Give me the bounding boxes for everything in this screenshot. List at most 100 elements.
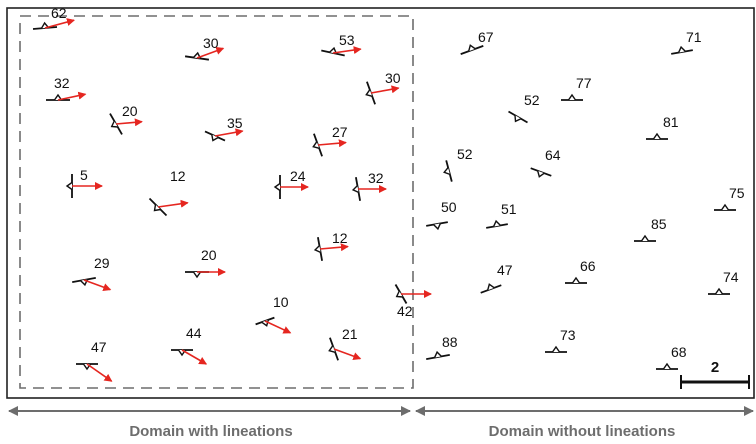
dip-label: 21 bbox=[342, 326, 358, 342]
dip-tick bbox=[433, 350, 442, 358]
lineation-arrow bbox=[115, 118, 143, 127]
foliation-symbol-with-lineation: 20 bbox=[109, 103, 143, 135]
dip-tick bbox=[537, 170, 545, 178]
foliation-symbol-with-lineation: 53 bbox=[321, 32, 362, 57]
dip-label: 62 bbox=[51, 5, 67, 21]
dip-tick bbox=[312, 141, 320, 149]
foliation-symbol: 66 bbox=[565, 258, 596, 284]
foliation-symbol: 50 bbox=[426, 199, 457, 231]
lineation-arrow bbox=[370, 85, 400, 94]
dip-label: 71 bbox=[686, 29, 702, 45]
dip-tick bbox=[652, 132, 662, 140]
strike-line bbox=[508, 110, 528, 124]
dip-tick bbox=[492, 219, 501, 227]
dip-label: 32 bbox=[54, 75, 70, 91]
dip-label: 77 bbox=[576, 75, 592, 91]
dip-tick bbox=[677, 45, 686, 53]
lineation-arrow bbox=[83, 279, 112, 291]
foliation-symbol: 68 bbox=[656, 344, 687, 370]
foliation-symbol: 73 bbox=[545, 327, 576, 353]
dip-tick bbox=[443, 167, 451, 176]
lineation-arrow bbox=[333, 348, 362, 360]
dip-label: 81 bbox=[663, 114, 679, 130]
foliation-symbol: 74 bbox=[708, 269, 739, 295]
dip-label: 30 bbox=[385, 70, 401, 86]
dip-label: 74 bbox=[723, 269, 739, 285]
lineation-arrow bbox=[317, 139, 347, 148]
dip-tick bbox=[273, 182, 281, 192]
dip-tick bbox=[433, 223, 442, 231]
dip-label: 51 bbox=[501, 201, 517, 217]
dip-tick bbox=[567, 93, 577, 101]
foliation-symbol: 52 bbox=[508, 92, 540, 124]
lineation-arrow bbox=[196, 47, 225, 59]
dip-tick bbox=[662, 362, 672, 370]
foliation-symbol-with-lineation: 30 bbox=[365, 70, 401, 105]
foliation-symbol: 52 bbox=[443, 146, 473, 182]
foliation-symbol-with-lineation: 35 bbox=[204, 115, 244, 142]
scale-bar-label: 2 bbox=[711, 359, 719, 376]
dip-label: 20 bbox=[122, 103, 138, 119]
lineation-arrow bbox=[332, 46, 362, 55]
foliation-symbol: 67 bbox=[460, 29, 494, 55]
foliation-symbol-with-lineation: 10 bbox=[255, 294, 292, 334]
dip-label: 20 bbox=[201, 247, 217, 263]
dip-label: 47 bbox=[91, 339, 107, 355]
dip-label: 85 bbox=[651, 216, 667, 232]
dip-tick bbox=[65, 181, 73, 191]
dip-tick bbox=[110, 120, 118, 128]
foliation-symbol: 47 bbox=[480, 262, 513, 294]
dip-tick bbox=[514, 115, 522, 123]
foliation-symbol-with-lineation: 42 bbox=[394, 284, 432, 319]
lineation-arrow bbox=[44, 18, 75, 29]
lineation-arrow bbox=[157, 199, 189, 208]
foliation-symbol: 51 bbox=[486, 201, 517, 229]
dip-tick bbox=[640, 234, 650, 242]
foliation-symbol-with-lineation: 29 bbox=[72, 255, 112, 291]
dip-tick bbox=[153, 204, 161, 212]
foliation-symbol: 77 bbox=[561, 75, 592, 101]
foliation-symbol-with-lineation: 62 bbox=[32, 5, 75, 30]
foliation-symbol-with-lineation: 44 bbox=[171, 325, 208, 365]
lineation-arrow bbox=[214, 128, 244, 137]
foliation-symbol-with-lineation: 47 bbox=[76, 339, 113, 382]
dip-label: 29 bbox=[94, 255, 110, 271]
dip-label: 42 bbox=[397, 303, 413, 319]
foliation-symbol-with-lineation: 30 bbox=[184, 35, 225, 61]
lineation-arrow bbox=[264, 320, 292, 334]
dip-label: 64 bbox=[545, 147, 561, 163]
dip-label: 27 bbox=[332, 124, 348, 140]
dip-label: 88 bbox=[442, 334, 458, 350]
dip-label: 53 bbox=[339, 32, 355, 48]
dip-label: 35 bbox=[227, 115, 243, 131]
dip-label: 68 bbox=[671, 344, 687, 360]
dip-label: 75 bbox=[729, 185, 745, 201]
dip-label: 67 bbox=[478, 29, 494, 45]
dip-label: 73 bbox=[560, 327, 576, 343]
dip-tick bbox=[487, 283, 495, 291]
lineation-domain-boundary bbox=[19, 15, 414, 389]
dip-label: 44 bbox=[186, 325, 202, 341]
lineation-arrow bbox=[181, 349, 208, 365]
dip-label: 32 bbox=[368, 170, 384, 186]
dip-label: 12 bbox=[170, 168, 186, 184]
dip-tick bbox=[571, 276, 581, 284]
foliation-symbol-with-lineation: 32 bbox=[351, 170, 387, 201]
dip-tick bbox=[468, 44, 476, 52]
dip-tick bbox=[313, 245, 321, 254]
foliation-symbol: 71 bbox=[671, 29, 702, 55]
dip-tick bbox=[365, 89, 373, 97]
dip-tick bbox=[211, 134, 219, 142]
dip-tick bbox=[351, 185, 359, 194]
lineation-arrow bbox=[57, 91, 87, 101]
caption-domain-without-lineations: Domain without lineations bbox=[489, 423, 676, 440]
lineation-arrow bbox=[319, 243, 349, 252]
foliation-symbol: 88 bbox=[426, 334, 458, 360]
dip-label: 12 bbox=[332, 230, 348, 246]
dip-label: 24 bbox=[290, 168, 306, 184]
dip-label: 30 bbox=[203, 35, 219, 51]
dip-label: 47 bbox=[497, 262, 513, 278]
foliation-symbol-with-lineation: 5 bbox=[65, 167, 103, 198]
